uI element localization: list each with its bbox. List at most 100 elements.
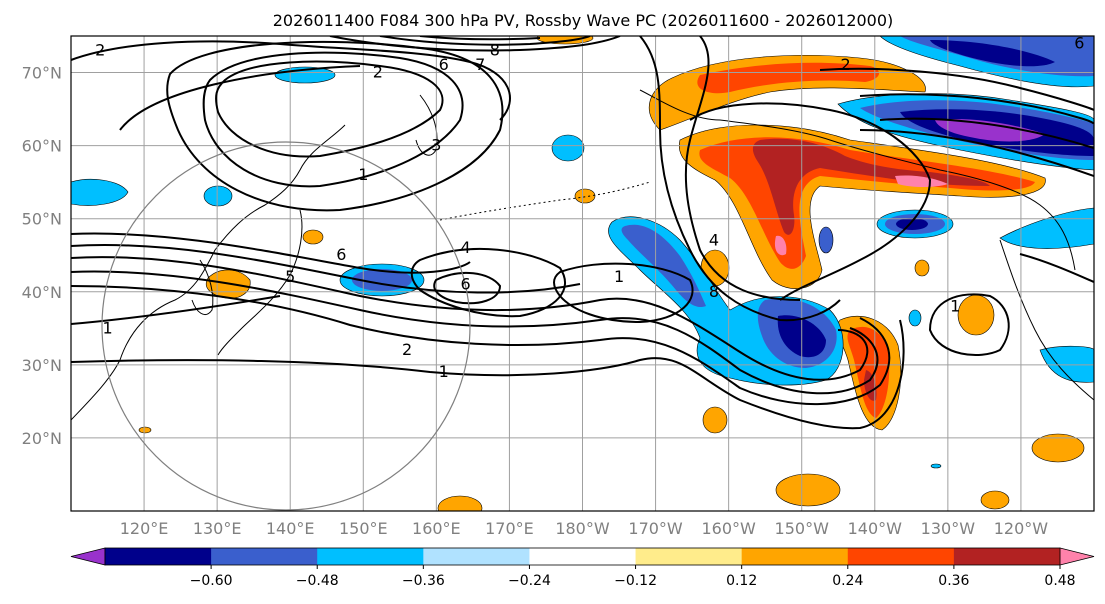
- contour-label: 1: [358, 165, 368, 184]
- contour-label: 2: [95, 41, 105, 60]
- coastline-north-america: [999, 239, 1094, 401]
- pv-contour-4-cell: [410, 247, 566, 318]
- colorbar-segment: [847, 548, 955, 565]
- contour-label: 8: [490, 41, 500, 60]
- contour-label: 1: [102, 318, 112, 337]
- pv-contours: [71, 36, 1094, 430]
- contour-label: 2: [373, 63, 383, 82]
- figure-title: 2026011400 F084 300 hPa PV, Rossby Wave …: [273, 11, 894, 30]
- colorbar-segment: [423, 548, 530, 565]
- negative-anomaly-mongolia: [203, 185, 233, 207]
- contour-label: 3: [431, 136, 441, 155]
- lat-tick-label: 60°N: [22, 137, 62, 156]
- lon-tick-label: 130°W: [921, 519, 976, 538]
- pv-contour-canada-2: [859, 93, 1094, 125]
- lon-tick-label: 170°W: [628, 519, 683, 538]
- pv-contour-4-mid: [71, 256, 869, 381]
- colorbar-tick-label: 0.24: [832, 573, 863, 589]
- negative-anomaly-central-pacific-core: [621, 224, 706, 308]
- colorbar-segment: [635, 548, 743, 565]
- positive-anomaly-alaska-core: [697, 62, 880, 94]
- pv-contour-canada-1: [819, 67, 1094, 111]
- pv-contour-bering-2: [684, 36, 801, 301]
- colorbar-tick-label: −0.24: [508, 573, 551, 589]
- colorbar-extend-high: [1059, 547, 1095, 566]
- colorbar-ticks: −0.60 −0.48 −0.36 −0.24 −0.12 0.12 0.24 0.36 0.4…: [190, 565, 1076, 589]
- colorbar-frame: [104, 547, 1061, 566]
- lon-tick-label: 160°E: [412, 519, 461, 538]
- negative-anomaly-china: [71, 178, 129, 206]
- pv-contour-1-south: [71, 319, 905, 430]
- positive-anomaly-hokkaido: [302, 229, 324, 245]
- pv-contour-alaska-ring: [689, 102, 932, 301]
- negative-anomaly-bc-strong: [896, 218, 928, 230]
- lon-tick-label: 120°W: [994, 519, 1049, 538]
- colorbar: [70, 547, 1095, 566]
- pv-contour-2-northwest: [71, 40, 511, 121]
- pv-contour-6-mid: [71, 232, 471, 274]
- colorbar-tick-label: −0.36: [402, 573, 445, 589]
- pv-contour-ring-4: [119, 65, 361, 131]
- lat-tick-label: 40°N: [22, 283, 62, 302]
- colorbar-segment: [211, 548, 318, 565]
- positive-anomaly-gulf-strong: [752, 138, 990, 235]
- contour-label: 6: [1074, 33, 1084, 52]
- lon-tick-label: 140°E: [266, 519, 315, 538]
- colorbar-tick-label: 0.48: [1044, 573, 1075, 589]
- pv-contour-canada-4: [859, 129, 1094, 177]
- pv-contour-canada-3: [879, 117, 1094, 149]
- colorbar-segment: [529, 548, 637, 565]
- pv-contour-1-west: [71, 295, 281, 325]
- lon-tick-label: 150°E: [339, 519, 388, 538]
- colorbar-segment: [953, 548, 1061, 565]
- map-gridlines: [71, 36, 1094, 511]
- positive-anomaly-small: [574, 188, 596, 204]
- positive-anomaly-gulf-peak2: [774, 235, 787, 256]
- pv-contour-top-3: [419, 36, 541, 41]
- pv-contour-socal: [928, 293, 1010, 357]
- pv-contour-east: [1019, 253, 1094, 283]
- lat-tick-label: 50°N: [22, 210, 62, 229]
- coastline-aleutians: [439, 181, 651, 221]
- colorbar-tick-label: −0.12: [614, 573, 657, 589]
- colorbar-tick-label: 0.12: [726, 573, 757, 589]
- colorbar-extend-low: [70, 547, 106, 566]
- positive-anomaly-taiwan: [138, 426, 152, 434]
- negative-anomaly-baja: [1039, 345, 1094, 383]
- colorbar-segment: [741, 548, 849, 565]
- pv-contour-3-mid: [71, 270, 879, 395]
- lon-tick-label: 180°W: [555, 519, 610, 538]
- coastline-japan: [217, 209, 303, 356]
- positive-anomaly-tropics-3: [437, 495, 483, 511]
- colorbar-tick-label: −0.60: [190, 573, 233, 589]
- lon-tick-label: 170°E: [485, 519, 534, 538]
- pv-contour-1-cell: [553, 262, 694, 324]
- pv-contour-5-mid: [71, 243, 581, 294]
- reference-circle: [101, 141, 471, 511]
- lon-tick-label: 120°E: [120, 519, 169, 538]
- map-frame: [70, 35, 1095, 512]
- colorbar-tick-label: −0.48: [296, 573, 339, 589]
- contour-label: 6: [439, 55, 449, 74]
- lon-tick-label: 140°W: [848, 519, 903, 538]
- lon-tick-label: 130°E: [193, 519, 242, 538]
- negative-anomaly-nw-canada-peak: [935, 118, 1045, 142]
- positive-anomaly-california: [957, 294, 995, 336]
- negative-anomaly-canada-east: [999, 207, 1094, 249]
- contour-label: 6: [460, 274, 470, 293]
- contour-label: 2: [840, 55, 850, 74]
- negative-anomaly-bering-w: [551, 134, 585, 162]
- pv-contour-ring-1: [215, 60, 444, 158]
- pv-contour-ring-2: [202, 51, 464, 188]
- contour-label: 1: [439, 362, 449, 381]
- contour-label: 4: [460, 238, 470, 257]
- positive-anomaly-tropics-5: [980, 490, 1010, 510]
- pv-contour-top-1: [329, 36, 621, 52]
- pv-contour-bering-1: [639, 36, 841, 322]
- positive-anomaly-tropics-2: [775, 473, 841, 507]
- positive-anomaly-tropics-1: [702, 406, 728, 434]
- colorbar-tick-label: 0.36: [938, 573, 969, 589]
